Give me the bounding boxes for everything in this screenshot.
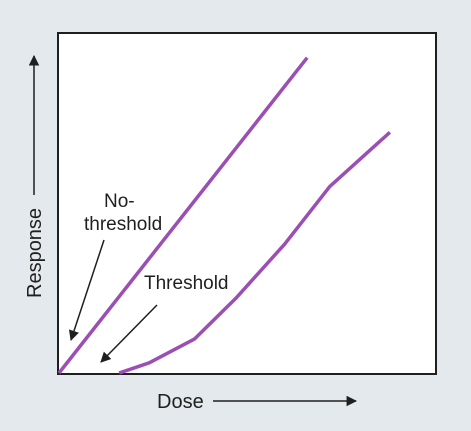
series-threshold-line (118, 131, 392, 375)
annotation-no-threshold-line2: threshold (84, 214, 162, 235)
annotation-threshold-label: Threshold (144, 273, 229, 294)
y-axis-title: Response (24, 54, 46, 298)
x-axis-label: Dose (157, 391, 204, 413)
series-no-threshold-line (57, 56, 309, 375)
x-axis-title: Dose (157, 391, 358, 413)
y-axis-label: Response (24, 208, 46, 298)
annotation-no-threshold-arrow (68, 239, 105, 341)
annotation-threshold-arrow (100, 304, 158, 363)
annotation-no-threshold-line1: No- (104, 191, 135, 212)
annotation-layer: No- threshold Threshold (68, 191, 229, 363)
plot-area (57, 32, 437, 375)
series-layer (57, 56, 392, 375)
